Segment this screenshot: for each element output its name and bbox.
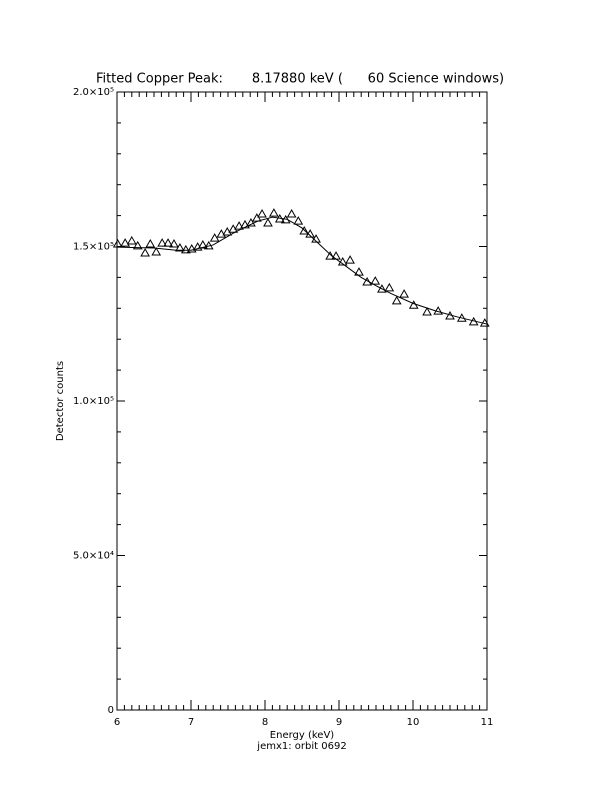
data-point: [126, 235, 137, 245]
data-point: [240, 219, 250, 229]
data-point: [263, 218, 273, 227]
data-point: [246, 218, 256, 227]
data-point: [157, 238, 168, 247]
chart-title: Fitted Copper Peak: 8.17880 keV ( 60 Sci…: [96, 72, 504, 87]
plot-frame: [116, 91, 488, 711]
data-point: [112, 239, 123, 248]
footer: jemx1: orbit 0692: [256, 741, 346, 752]
y-tick-label: 1.5×10⁵: [73, 242, 114, 253]
y-tick-label: 1.0×10⁵: [73, 396, 114, 407]
x-tick-label: 6: [114, 717, 120, 728]
data-point: [286, 209, 297, 218]
data-point: [209, 233, 220, 242]
data-point: [384, 282, 395, 292]
data-point: [169, 239, 179, 248]
data-point: [175, 243, 185, 252]
data-point: [422, 307, 432, 316]
data-point: [354, 267, 364, 276]
fit-line: [116, 216, 488, 325]
y-tick-label: 2.0×10⁵: [73, 87, 114, 98]
x-tick-label: 9: [336, 717, 342, 728]
x-tick-label: 10: [407, 717, 420, 728]
data-point: [180, 244, 191, 254]
y-tick-label: 0: [108, 705, 114, 716]
data-point: [140, 247, 150, 257]
data-point: [345, 255, 355, 264]
data-point: [151, 247, 162, 256]
data-point: [186, 243, 197, 253]
data-point: [399, 289, 409, 298]
data-point: [257, 209, 267, 218]
data-point: [293, 216, 304, 225]
x-tick-label: 7: [188, 717, 194, 728]
data-point: [370, 276, 381, 285]
data-point: [120, 238, 131, 247]
data-point: [299, 226, 310, 235]
data-point: [197, 239, 208, 249]
data-point: [132, 240, 143, 250]
data-point: [145, 239, 156, 248]
data-point: [269, 208, 279, 217]
y-tick-label: 5.0×10⁴: [73, 551, 114, 562]
x-axis-label: Energy (keV): [270, 730, 335, 741]
data-point: [234, 221, 244, 230]
data-point: [391, 295, 402, 305]
data-point: [311, 234, 321, 243]
x-tick-label: 11: [481, 717, 494, 728]
data-point: [163, 238, 173, 247]
data-point: [337, 256, 348, 266]
data-point: [216, 229, 227, 238]
data-point: [377, 284, 387, 293]
x-tick-label: 8: [262, 717, 268, 728]
y-axis-label: Detector counts: [55, 361, 66, 441]
